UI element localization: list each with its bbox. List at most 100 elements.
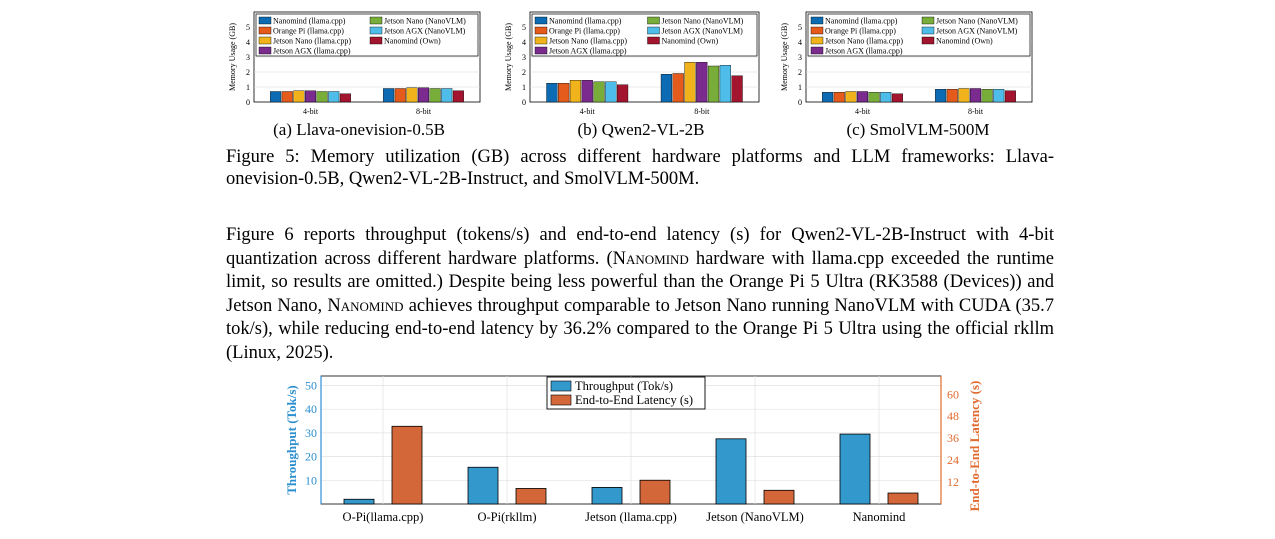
body-paragraph: Figure 6 reports throughput (tokens/s) a…	[226, 224, 1054, 366]
bar	[281, 91, 293, 103]
legend-label: Jetson AGX (llama.cpp)	[825, 47, 903, 56]
figure5-chart-qwen: 0 1 2 3 4 5 Memory Usage (GB) 4-bit 8-bit Nanomin…	[500, 10, 765, 125]
bar	[417, 87, 430, 103]
x-tick-label: 8-bit	[968, 107, 984, 116]
bar	[569, 80, 582, 103]
legend-swatch	[810, 26, 824, 35]
y-tick-label: 5	[246, 23, 250, 32]
legend-label: Nanomind (Own)	[662, 37, 719, 46]
bar	[993, 89, 1005, 103]
throughput-bar	[591, 487, 623, 505]
subcaption-a: (a) Llava-onevision-0.5B	[273, 120, 445, 139]
memory-chart-smolvlm: 0 1 2 3 4 5 Memory Usage (GB) 4-bit 8-bit Nanomin…	[780, 11, 1033, 116]
legend-label-latency: End-to-End Latency (s)	[575, 393, 693, 407]
y-tick-label-right: 60	[947, 387, 959, 401]
legend-label: Orange Pi (llama.cpp)	[549, 27, 620, 36]
paragraph-text-1: Figure 6 reports throughput (tokens/s) a…	[226, 225, 1054, 269]
y-tick-label: 1	[246, 83, 250, 92]
legend-swatch	[647, 36, 660, 45]
bar	[719, 65, 731, 103]
legend-swatch-latency	[550, 394, 572, 406]
legend-swatch	[921, 16, 935, 25]
x-tick-label: Nanomind	[853, 510, 907, 524]
legend-label: Jetson Nano (llama.cpp)	[825, 37, 903, 46]
y-tick-label-right: 12	[947, 475, 959, 489]
bar	[684, 62, 696, 103]
bar	[328, 91, 340, 103]
legend-swatch	[647, 26, 660, 35]
legend-swatch	[369, 16, 383, 25]
legend-label: Orange Pi (llama.cpp)	[273, 27, 344, 36]
legend-swatch	[258, 16, 272, 25]
subcaption-b: (b) Qwen2-VL-2B	[577, 120, 705, 139]
legend-box	[546, 376, 706, 410]
legend-label: Jetson Nano (llama.cpp)	[273, 37, 351, 46]
bar	[1004, 90, 1016, 103]
bar	[558, 83, 570, 103]
y-tick-label: 2	[522, 68, 526, 77]
latency-bar	[515, 488, 547, 505]
bar	[672, 73, 684, 103]
legend-label: Nanomind (llama.cpp)	[273, 17, 346, 26]
y-tick-label-right: 36	[947, 431, 959, 445]
legend-label: Jetson Nano (llama.cpp)	[549, 37, 627, 46]
paragraph-text-3: achieves throughput comparable to Jetson…	[226, 295, 1054, 363]
x-tick-label: 8-bit	[694, 107, 710, 116]
y-tick-label-right: 48	[947, 409, 959, 423]
bar	[707, 65, 720, 103]
y-tick-label: 4	[246, 38, 250, 47]
x-tick-label: 4-bit	[303, 107, 319, 116]
x-tick-label: Jetson (NanoVLM)	[706, 510, 804, 524]
legend-label: Nanomind (Own)	[384, 37, 441, 46]
legend-label: Jetson AGX (llama.cpp)	[273, 47, 351, 56]
bar	[293, 90, 305, 103]
y-tick-label: 5	[798, 23, 802, 32]
latency-bar	[391, 425, 423, 505]
x-tick-label: Jetson (llama.cpp)	[585, 510, 677, 524]
legend-swatch	[647, 16, 660, 25]
bar	[981, 89, 993, 103]
y-tick-label: 3	[522, 53, 526, 62]
legend-swatch	[534, 26, 548, 35]
legend-label: Jetson Nano (NanoVLM)	[384, 17, 466, 26]
legend-box	[255, 13, 479, 57]
bar	[339, 93, 351, 103]
legend-label: Jetson AGX (NanoVLM)	[936, 27, 1018, 36]
legend-swatch	[258, 36, 272, 45]
bar	[856, 91, 869, 103]
bar	[304, 90, 317, 103]
throughput-bar	[343, 498, 375, 505]
legend-swatch	[534, 46, 548, 55]
legend-swatch	[369, 26, 383, 35]
bar	[593, 81, 605, 103]
y-axis-label: Memory Usage (GB)	[504, 23, 513, 91]
legend-box	[531, 13, 758, 57]
legend-swatch	[921, 36, 935, 45]
legend-label-throughput: Throughput (Tok/s)	[575, 379, 673, 393]
legend-swatch	[369, 36, 383, 45]
legend-label: Nanomind (llama.cpp)	[549, 17, 622, 26]
y-tick-label-left: 40	[305, 402, 317, 416]
nanomind-name-1: Nanomind	[612, 248, 689, 269]
bar	[452, 90, 464, 103]
y-tick-label: 2	[246, 68, 250, 77]
bar	[546, 83, 558, 103]
bar	[316, 91, 328, 103]
y-tick-label: 0	[246, 98, 250, 107]
legend-swatch	[258, 26, 272, 35]
y-tick-label: 0	[798, 98, 802, 107]
legend-swatch	[810, 16, 824, 25]
nanomind-name-2: Nanomind	[327, 295, 404, 316]
subcaption-c: (c) SmolVLM-500M	[846, 120, 990, 139]
bar	[946, 89, 958, 103]
y-axis-label: Memory Usage (GB)	[780, 23, 789, 91]
bar	[441, 88, 453, 103]
bar	[605, 81, 617, 103]
figure6-chart: 10 20 30 40 50 12 24 36 48 60 Throughput (Tok/s) En…	[276, 370, 1006, 532]
bar	[845, 91, 857, 103]
figure5-chart-smolvlm: 0 1 2 3 4 5 Memory Usage (GB) 4-bit 8-bit Nanomin…	[776, 10, 1038, 125]
legend-swatch	[921, 26, 935, 35]
y-tick-label: 4	[522, 38, 526, 47]
bar	[880, 92, 892, 103]
